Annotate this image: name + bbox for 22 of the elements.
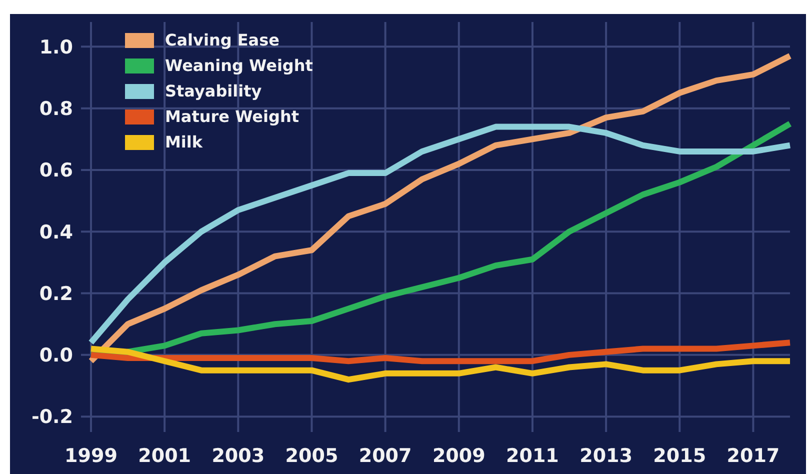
x-tick-label: 2001 xyxy=(138,445,192,467)
x-tick-label: 2013 xyxy=(580,445,632,467)
x-tick-label: 2015 xyxy=(653,445,706,467)
legend-label: Calving Ease xyxy=(165,30,280,50)
y-tick-label: 0.0 xyxy=(39,344,73,367)
legend-label: Stayability xyxy=(165,82,262,101)
legend-label: Milk xyxy=(165,132,203,152)
y-tick-label: 0.2 xyxy=(39,282,73,305)
x-tick-label: 2017 xyxy=(726,445,780,467)
x-tick-label: 2003 xyxy=(212,445,265,467)
y-tick-label: 0.4 xyxy=(39,221,73,244)
x-tick-label: 1999 xyxy=(64,445,118,467)
x-tick-label: 2005 xyxy=(285,445,338,467)
x-tick-label: 2011 xyxy=(506,445,559,467)
x-tick-label: 2007 xyxy=(358,445,412,467)
y-tick-label: 0.6 xyxy=(39,160,73,182)
legend-label: Mature Weight xyxy=(165,107,300,126)
x-tick-label: 2009 xyxy=(432,445,486,467)
legend-label: Weaning Weight xyxy=(165,56,314,76)
y-tick-label: 1.0 xyxy=(39,36,73,58)
y-tick-label: 0.8 xyxy=(39,98,73,120)
y-tick-label: -0.2 xyxy=(31,406,73,428)
